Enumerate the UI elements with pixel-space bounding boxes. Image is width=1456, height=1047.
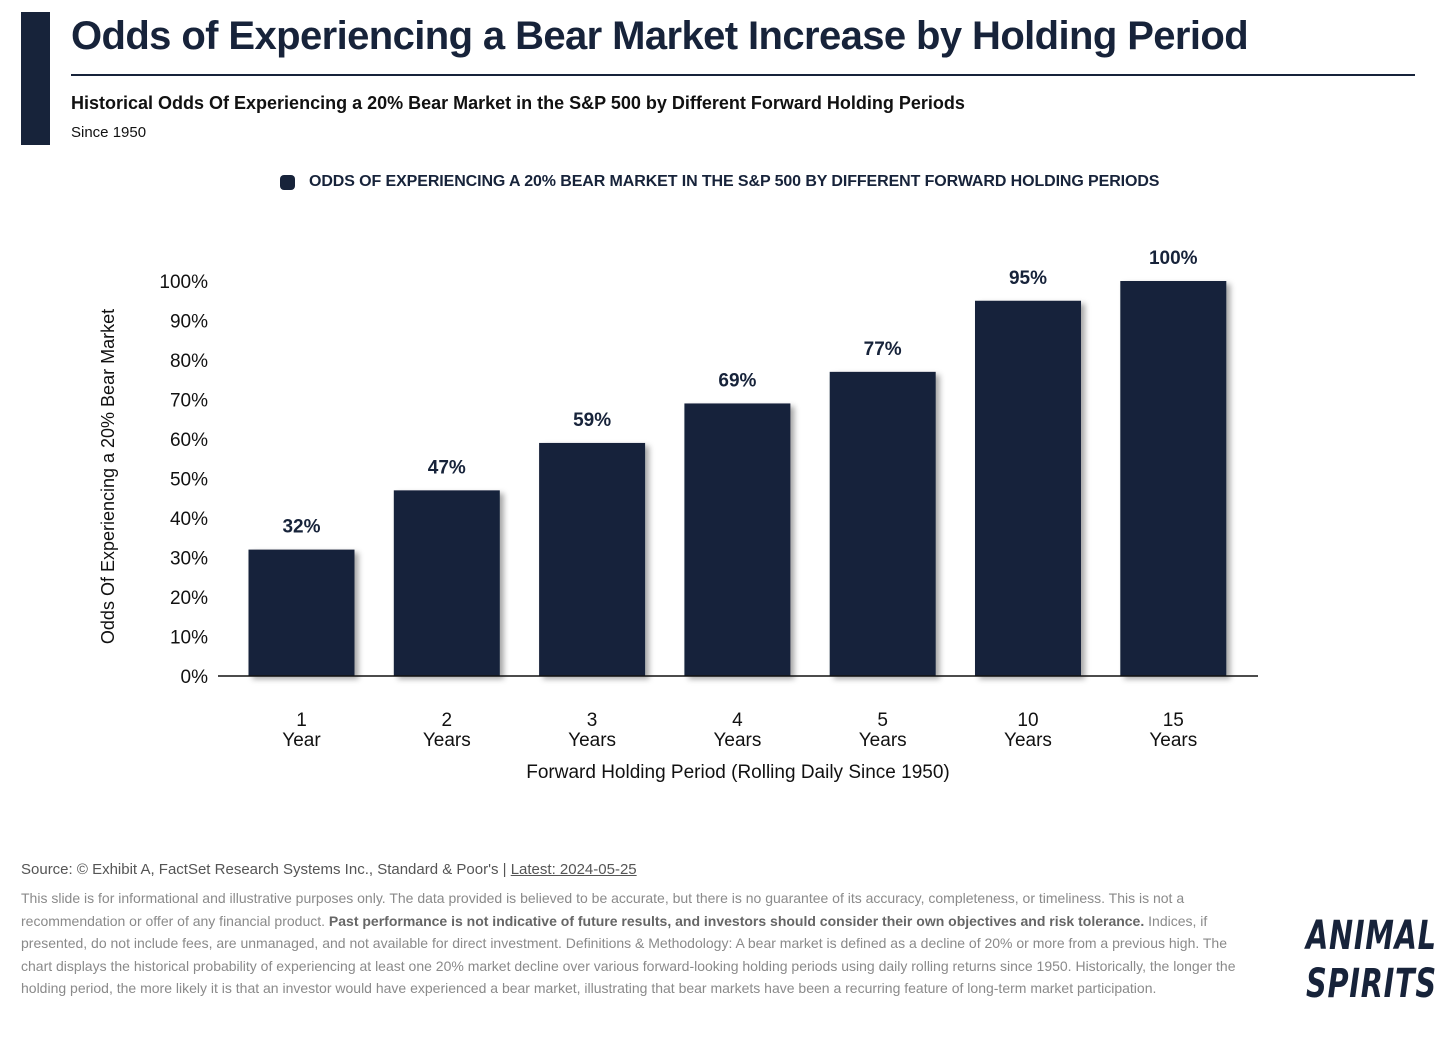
animal-spirits-logo: ANIMAL SPIRITS: [1306, 912, 1437, 1024]
x-tick-label-line: Years: [1149, 730, 1197, 751]
x-tick-label-line: 1: [296, 710, 307, 731]
disclaimer-text-2: Indices, if presented, do not include fe…: [21, 912, 1236, 997]
legend-swatch: [280, 174, 295, 190]
bar: [1120, 281, 1227, 676]
y-tick-label: 10%: [170, 628, 208, 649]
disclaimer: This slide is for informational and illu…: [21, 887, 1256, 1000]
x-tick-label-line: Year: [282, 730, 321, 751]
x-tick-label-line: 2: [442, 710, 453, 731]
data-labels: 32% 47% 59% 69% 77% 95% 100%: [282, 248, 1197, 538]
y-axis-ticks: 0% 10% 20% 30% 40% 50% 60% 70% 80% 90% 100%: [159, 272, 208, 688]
y-tick-label: 30%: [170, 549, 208, 570]
chart-legend: ODDS OF EXPERIENCING A 20% BEAR MARKET I…: [280, 173, 1159, 191]
x-tick-label: 10 Years: [1004, 710, 1052, 751]
bar-value-label: 69%: [718, 370, 756, 391]
disclaimer-bold: Past performance is not indicative of fu…: [328, 912, 1145, 929]
bar-value-label: 77%: [864, 339, 902, 360]
y-tick-label: 70%: [170, 391, 208, 412]
legend-label: ODDS OF EXPERIENCING A 20% BEAR MARKET I…: [309, 173, 1160, 190]
x-tick-label-line: Years: [1004, 730, 1052, 751]
y-tick-label: 80%: [170, 351, 208, 372]
y-tick-label: 40%: [170, 509, 208, 530]
bar-value-label: 95%: [1009, 268, 1047, 289]
y-axis-label: Odds Of Experiencing a 20% Bear Market: [98, 309, 118, 644]
bar: [539, 442, 646, 676]
x-tick-label-line: Years: [423, 730, 471, 751]
x-tick-label: 5 Years: [859, 710, 907, 751]
header-accent-bar: [21, 12, 50, 145]
bar: [829, 371, 936, 676]
bar-chart: 0% 10% 20% 30% 40% 50% 60% 70% 80% 90% 100% 32% 47%…: [98, 248, 1258, 783]
x-axis-label: Forward Holding Period (Rolling Daily Si…: [526, 762, 949, 783]
x-tick-label-line: 4: [732, 710, 743, 731]
x-tick-label-line: Years: [568, 730, 616, 751]
bar: [975, 300, 1081, 676]
x-tick-label-line: 10: [1017, 710, 1038, 731]
logo-line-2: SPIRITS: [1306, 961, 1437, 1007]
bar-value-label: 59%: [573, 410, 611, 431]
y-tick-label: 50%: [170, 470, 208, 491]
x-tick-label-line: Years: [713, 730, 761, 751]
page-title: Odds of Experiencing a Bear Market Incre…: [71, 14, 1249, 58]
y-tick-label: 0%: [181, 667, 209, 688]
logo-line-1: ANIMAL: [1306, 913, 1437, 959]
source-line: Source: © Exhibit A, FactSet Research Sy…: [21, 861, 637, 878]
bars: [248, 281, 1227, 676]
x-tick-label-line: 5: [877, 710, 888, 731]
bar-value-label: 100%: [1149, 248, 1198, 269]
x-tick-label: 15 Years: [1149, 710, 1197, 751]
bar-value-label: 47%: [428, 457, 466, 478]
x-tick-label-line: 15: [1163, 710, 1184, 731]
disclaimer-text-1: This slide is for informational and illu…: [21, 890, 1185, 929]
y-tick-label: 100%: [159, 272, 208, 293]
y-tick-label: 20%: [170, 588, 208, 609]
bar-value-label: 32%: [282, 517, 320, 538]
bar: [393, 490, 500, 676]
x-tick-label-line: 3: [587, 710, 598, 731]
title-divider: [71, 74, 1415, 76]
bar: [248, 549, 355, 676]
x-tick-label: 1 Year: [282, 710, 321, 751]
chart-subtitle: Historical Odds Of Experiencing a 20% Be…: [71, 93, 965, 113]
latest-date: Latest: 2024-05-25: [510, 861, 637, 878]
source-text: Source: © Exhibit A, FactSet Research Sy…: [21, 861, 511, 878]
since-note: Since 1950: [71, 124, 147, 141]
x-tick-label: 3 Years: [568, 710, 616, 751]
x-tick-label-line: Years: [859, 730, 907, 751]
y-tick-label: 90%: [170, 312, 208, 333]
y-tick-label: 60%: [170, 430, 208, 451]
bar: [684, 403, 791, 676]
x-tick-label: 4 Years: [713, 710, 761, 751]
x-tick-label: 2 Years: [423, 710, 471, 751]
